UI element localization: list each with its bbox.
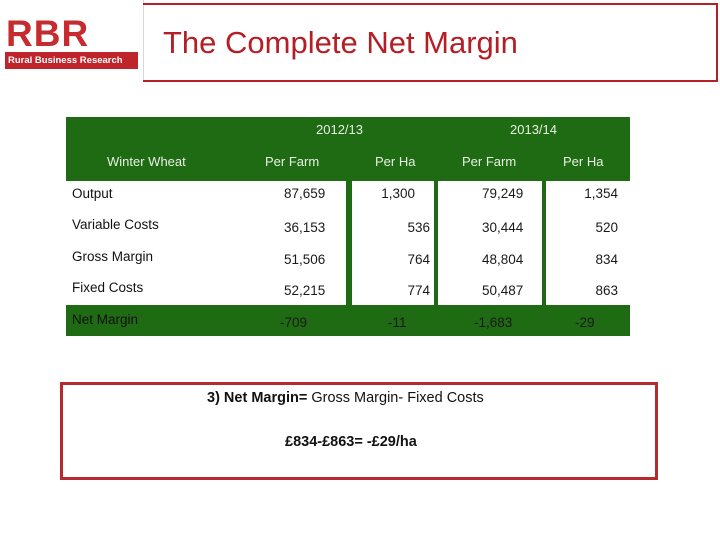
formula-expression: Gross Margin- Fixed Costs <box>311 390 484 406</box>
col-header-per-farm-2012: Per Farm <box>265 154 320 169</box>
fixed-costs-2013-per-farm: 50,487 <box>482 283 524 298</box>
col-header-per-ha-2012: Per Ha <box>375 154 416 169</box>
row-label-gross-margin: Gross Margin <box>72 249 154 264</box>
fixed-costs-2012-per-ha: 774 <box>407 283 430 298</box>
net-margin-2013-per-ha: -29 <box>575 315 595 330</box>
rbr-logo: RBR Rural Business Research <box>0 0 144 82</box>
row-label-net-margin: Net Margin <box>72 312 139 327</box>
crop-header: Winter Wheat <box>107 154 186 169</box>
page-title: The Complete Net Margin <box>163 25 518 60</box>
row-label-variable-costs: Variable Costs <box>72 217 159 232</box>
net-margin-row-bg <box>66 305 630 336</box>
net-margin-table: 2012/13 2013/14 Winter Wheat Per Farm Pe… <box>66 117 630 336</box>
variable-costs-2012-per-farm: 36,153 <box>284 220 326 235</box>
variable-costs-2012-per-ha: 536 <box>407 220 430 235</box>
label-column-bg <box>66 181 242 305</box>
net-margin-2013-per-farm: -1,683 <box>474 315 513 330</box>
row-label-fixed-costs: Fixed Costs <box>72 280 144 295</box>
formula-box: 3) Net Margin= Gross Margin- Fixed Costs… <box>60 382 658 480</box>
gross-margin-2013-per-ha: 834 <box>595 252 618 267</box>
row-label-output: Output <box>72 186 113 201</box>
formula-prefix: 3) Net Margin= <box>207 390 312 406</box>
net-margin-2012-per-ha: -11 <box>388 315 407 330</box>
gross-margin-2012-per-ha: 764 <box>407 252 430 267</box>
gross-margin-2012-per-farm: 51,506 <box>284 252 326 267</box>
logo-subtitle: Rural Business Research <box>5 52 138 69</box>
year-header-2013-14: 2013/14 <box>510 122 557 137</box>
output-2013-per-ha: 1,354 <box>584 186 618 201</box>
col-header-per-ha-2013: Per Ha <box>563 154 604 169</box>
col-header-per-farm-2013: Per Farm <box>462 154 517 169</box>
formula-definition: 3) Net Margin= Gross Margin- Fixed Costs <box>207 390 484 406</box>
formula-calculation: £834-£863= -£29/ha <box>285 434 417 450</box>
header: RBR Rural Business Research The Complete… <box>0 0 720 82</box>
year-header-2012-13: 2012/13 <box>316 122 363 137</box>
net-margin-2012-per-farm: -709 <box>280 315 308 330</box>
fixed-costs-2012-per-farm: 52,215 <box>284 283 326 298</box>
fixed-costs-2013-per-ha: 863 <box>595 283 618 298</box>
logo-letters: RBR <box>6 13 90 54</box>
output-2012-per-farm: 87,659 <box>284 186 326 201</box>
variable-costs-2013-per-farm: 30,444 <box>482 220 524 235</box>
title-box: The Complete Net Margin <box>143 3 718 82</box>
output-2012-per-ha: 1,300 <box>381 186 415 201</box>
variable-costs-2013-per-ha: 520 <box>595 220 618 235</box>
gross-margin-2013-per-farm: 48,804 <box>482 252 524 267</box>
output-2013-per-farm: 79,249 <box>482 186 524 201</box>
